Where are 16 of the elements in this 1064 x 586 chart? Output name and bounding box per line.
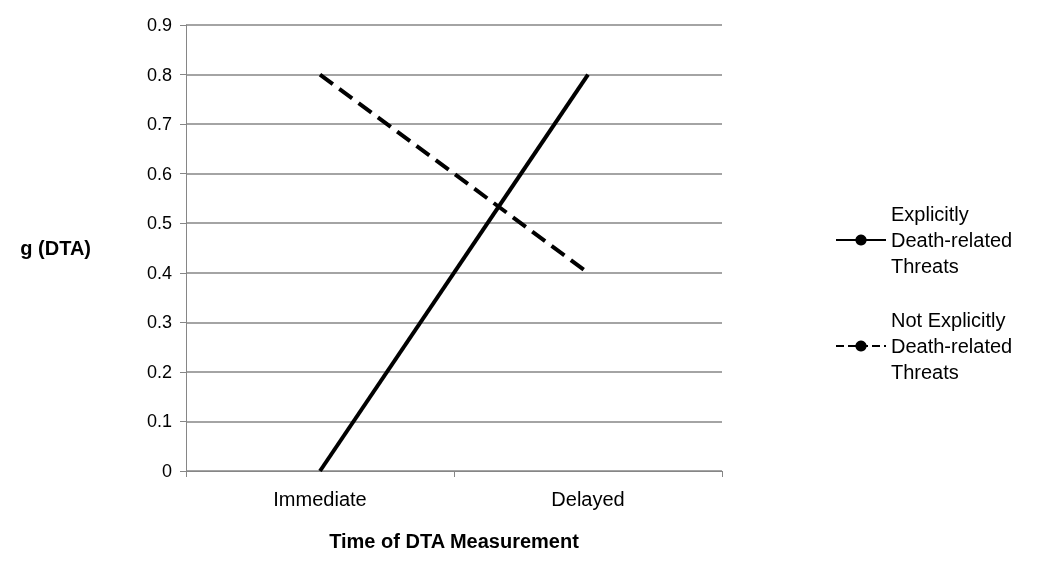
y-tick-label: 0.3 [146,312,172,333]
x-axis-title: Time of DTA Measurement [329,530,580,552]
y-tick-label: 0.5 [146,213,172,234]
y-tick-label: 0.4 [146,262,172,283]
legend-label: Explicitly Death-related Threats [891,203,1018,277]
y-tick-label: 0.6 [146,163,172,184]
legend-label: Not Explicitly Death-related Threats [891,309,1018,383]
y-tick-label: 0.7 [146,114,172,135]
y-tick-label: 0.2 [146,361,172,382]
y-axis-title: g (DTA) [20,237,91,259]
x-tick-label: Delayed [551,488,625,510]
x-tick-label: Immediate [273,488,367,510]
y-tick-label: 0.9 [146,15,172,35]
y-tick-label: 0 [161,461,172,481]
y-tick-label: 0.8 [146,64,172,85]
y-tick-label: 0.1 [146,411,172,432]
